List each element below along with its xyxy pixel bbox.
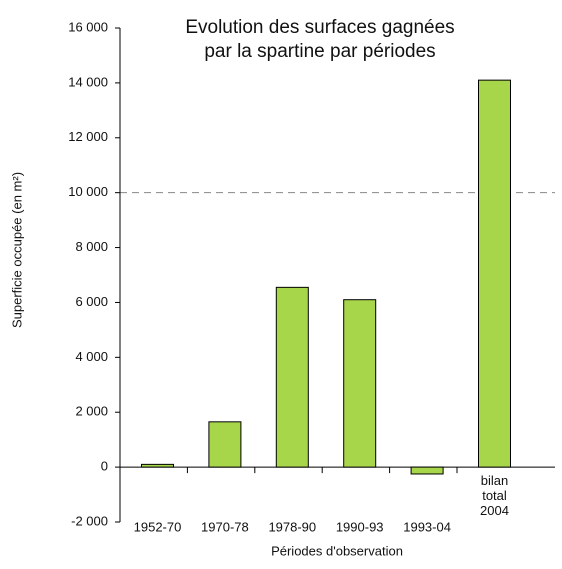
y-tick-label: 2 000 <box>75 404 108 419</box>
y-tick-label: -2 000 <box>71 513 108 528</box>
x-tick-label: 1990-93 <box>336 519 384 534</box>
y-tick-label: 16 000 <box>68 19 108 34</box>
y-tick-label: 6 000 <box>75 294 108 309</box>
y-tick-label: 12 000 <box>68 129 108 144</box>
y-tick-label: 8 000 <box>75 239 108 254</box>
y-tick-label: 4 000 <box>75 349 108 364</box>
y-tick-label: 0 <box>101 459 108 474</box>
x-tick-label: 1993-04 <box>403 519 451 534</box>
y-axis-label: Superficie occupée (en m²) <box>9 172 24 328</box>
x-tick-label: bilan total 2004 <box>480 473 509 518</box>
y-tick-label: 14 000 <box>68 74 108 89</box>
x-axis-label: Périodes d'observation <box>271 543 403 558</box>
bar <box>275 286 309 468</box>
bar <box>208 421 242 468</box>
x-tick-label: 1952-70 <box>134 519 182 534</box>
bar <box>478 79 511 468</box>
y-tick-label: 10 000 <box>68 184 108 199</box>
bar <box>410 466 444 475</box>
bar <box>141 463 174 468</box>
x-tick-label: 1970-78 <box>201 519 249 534</box>
x-tick-label: 1978-90 <box>268 519 316 534</box>
chart-title: Evolution des surfaces gagnées par la spa… <box>185 17 454 62</box>
bar <box>343 299 377 468</box>
